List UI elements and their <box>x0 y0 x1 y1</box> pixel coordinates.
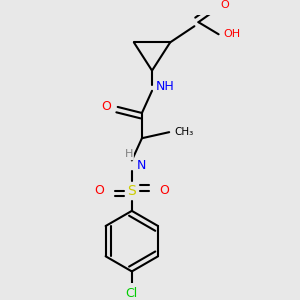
Text: CH₃: CH₃ <box>175 127 194 137</box>
Text: O: O <box>94 184 104 197</box>
Text: OH: OH <box>223 29 240 39</box>
Text: O: O <box>102 100 112 113</box>
Text: N: N <box>137 159 147 172</box>
Text: H: H <box>124 149 133 159</box>
Text: NH: NH <box>156 80 175 93</box>
Text: O: O <box>220 0 229 10</box>
Text: O: O <box>159 184 169 197</box>
Text: Cl: Cl <box>126 287 138 300</box>
Text: S: S <box>128 184 136 198</box>
